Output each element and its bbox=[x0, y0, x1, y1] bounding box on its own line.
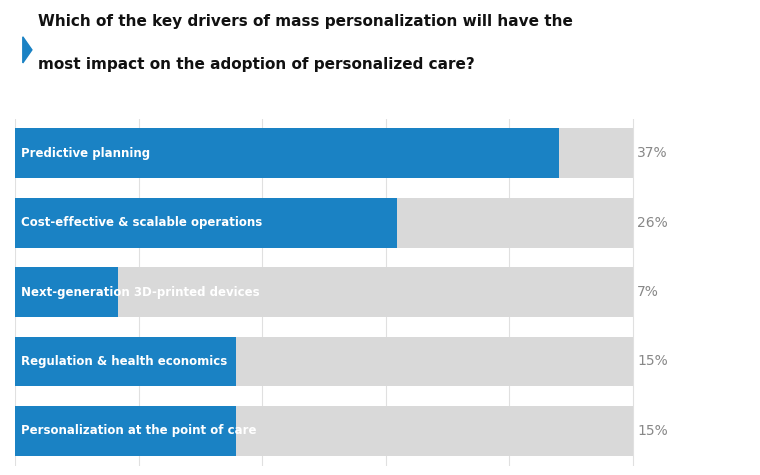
Bar bbox=[15, 128, 559, 179]
Text: 15%: 15% bbox=[637, 354, 668, 369]
Text: 7%: 7% bbox=[637, 285, 659, 299]
Text: 37%: 37% bbox=[637, 146, 667, 161]
Bar bbox=[15, 336, 236, 387]
Bar bbox=[15, 336, 632, 387]
Bar bbox=[15, 406, 632, 456]
Bar bbox=[15, 267, 632, 317]
Text: Cost-effective & scalable operations: Cost-effective & scalable operations bbox=[21, 216, 262, 229]
Bar bbox=[15, 128, 632, 179]
Text: most impact on the adoption of personalized care?: most impact on the adoption of personali… bbox=[38, 57, 475, 72]
Bar bbox=[15, 198, 632, 248]
Text: Which of the key drivers of mass personalization will have the: Which of the key drivers of mass persona… bbox=[38, 14, 573, 29]
Text: Predictive planning: Predictive planning bbox=[21, 147, 150, 160]
Bar bbox=[15, 406, 236, 456]
Bar bbox=[15, 267, 118, 317]
Text: Personalization at the point of care: Personalization at the point of care bbox=[21, 424, 257, 437]
Bar bbox=[15, 198, 397, 248]
Text: 26%: 26% bbox=[637, 216, 668, 230]
Text: Regulation & health economics: Regulation & health economics bbox=[21, 355, 227, 368]
Text: 15%: 15% bbox=[637, 424, 668, 438]
Text: Next-generation 3D-printed devices: Next-generation 3D-printed devices bbox=[21, 285, 260, 299]
